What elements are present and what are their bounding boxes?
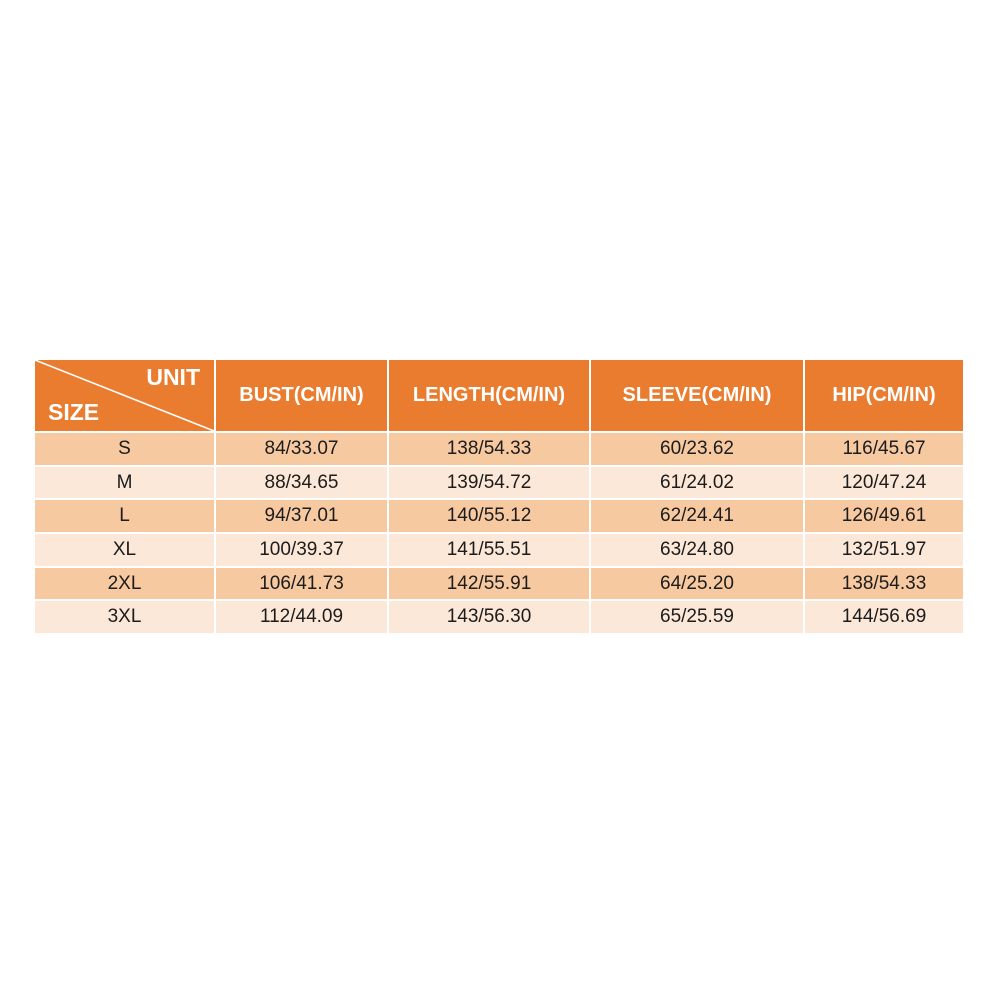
header-row: UNIT SIZE BUST(CM/IN) LENGTH(CM/IN) SLEE… <box>35 360 963 433</box>
length-value-cell: 138/54.33 <box>389 433 591 467</box>
size-label-cell: M <box>35 466 216 501</box>
size-label-cell: 2XL <box>35 567 216 602</box>
length-value-cell: 141/55.51 <box>389 534 591 568</box>
size-label-cell: L <box>35 500 216 535</box>
column-header-sleeve: SLEEVE(CM/IN) <box>591 360 805 433</box>
table-row-l: L 94/37.01 140/55.12 62/24.41 126/49.61 <box>35 500 963 535</box>
column-header-hip: HIP(CM/IN) <box>805 360 963 433</box>
diagonal-divider-line <box>35 360 214 431</box>
bust-value-cell: 94/37.01 <box>216 500 389 535</box>
length-value-cell: 139/54.72 <box>389 466 591 501</box>
column-header-bust: BUST(CM/IN) <box>216 360 389 433</box>
table-row-2xl: 2XL 106/41.73 142/55.91 64/25.20 138/54.33 <box>35 567 963 602</box>
sleeve-value-cell: 65/25.59 <box>591 601 805 636</box>
table-row-3xl: 3XL 112/44.09 143/56.30 65/25.59 144/56.69 <box>35 601 963 636</box>
bust-value-cell: 112/44.09 <box>216 601 389 636</box>
size-chart-table: UNIT SIZE BUST(CM/IN) LENGTH(CM/IN) SLEE… <box>35 360 963 636</box>
length-value-cell: 142/55.91 <box>389 567 591 602</box>
sleeve-value-cell: 60/23.62 <box>591 433 805 467</box>
bust-value-cell: 100/39.37 <box>216 534 389 568</box>
table-row-s: S 84/33.07 138/54.33 60/23.62 116/45.67 <box>35 433 963 467</box>
length-value-cell: 140/55.12 <box>389 500 591 535</box>
hip-value-cell: 144/56.69 <box>805 601 963 636</box>
hip-value-cell: 126/49.61 <box>805 500 963 535</box>
hip-value-cell: 120/47.24 <box>805 466 963 501</box>
table-row-m: M 88/34.65 139/54.72 61/24.02 120/47.24 <box>35 466 963 501</box>
bust-value-cell: 106/41.73 <box>216 567 389 602</box>
hip-value-cell: 132/51.97 <box>805 534 963 568</box>
hip-value-cell: 116/45.67 <box>805 433 963 467</box>
size-label-cell: S <box>35 433 216 467</box>
sleeve-value-cell: 62/24.41 <box>591 500 805 535</box>
corner-header-cell: UNIT SIZE <box>35 360 216 433</box>
column-header-length: LENGTH(CM/IN) <box>389 360 591 433</box>
hip-value-cell: 138/54.33 <box>805 567 963 602</box>
table-row-xl: XL 100/39.37 141/55.51 63/24.80 132/51.97 <box>35 534 963 568</box>
sleeve-value-cell: 61/24.02 <box>591 466 805 501</box>
size-label-cell: 3XL <box>35 601 216 636</box>
length-value-cell: 143/56.30 <box>389 601 591 636</box>
size-label-cell: XL <box>35 534 216 568</box>
corner-unit-label: UNIT <box>146 364 200 390</box>
sleeve-value-cell: 63/24.80 <box>591 534 805 568</box>
corner-size-label: SIZE <box>48 398 100 425</box>
bust-value-cell: 88/34.65 <box>216 466 389 501</box>
bust-value-cell: 84/33.07 <box>216 433 389 467</box>
sleeve-value-cell: 64/25.20 <box>591 567 805 602</box>
